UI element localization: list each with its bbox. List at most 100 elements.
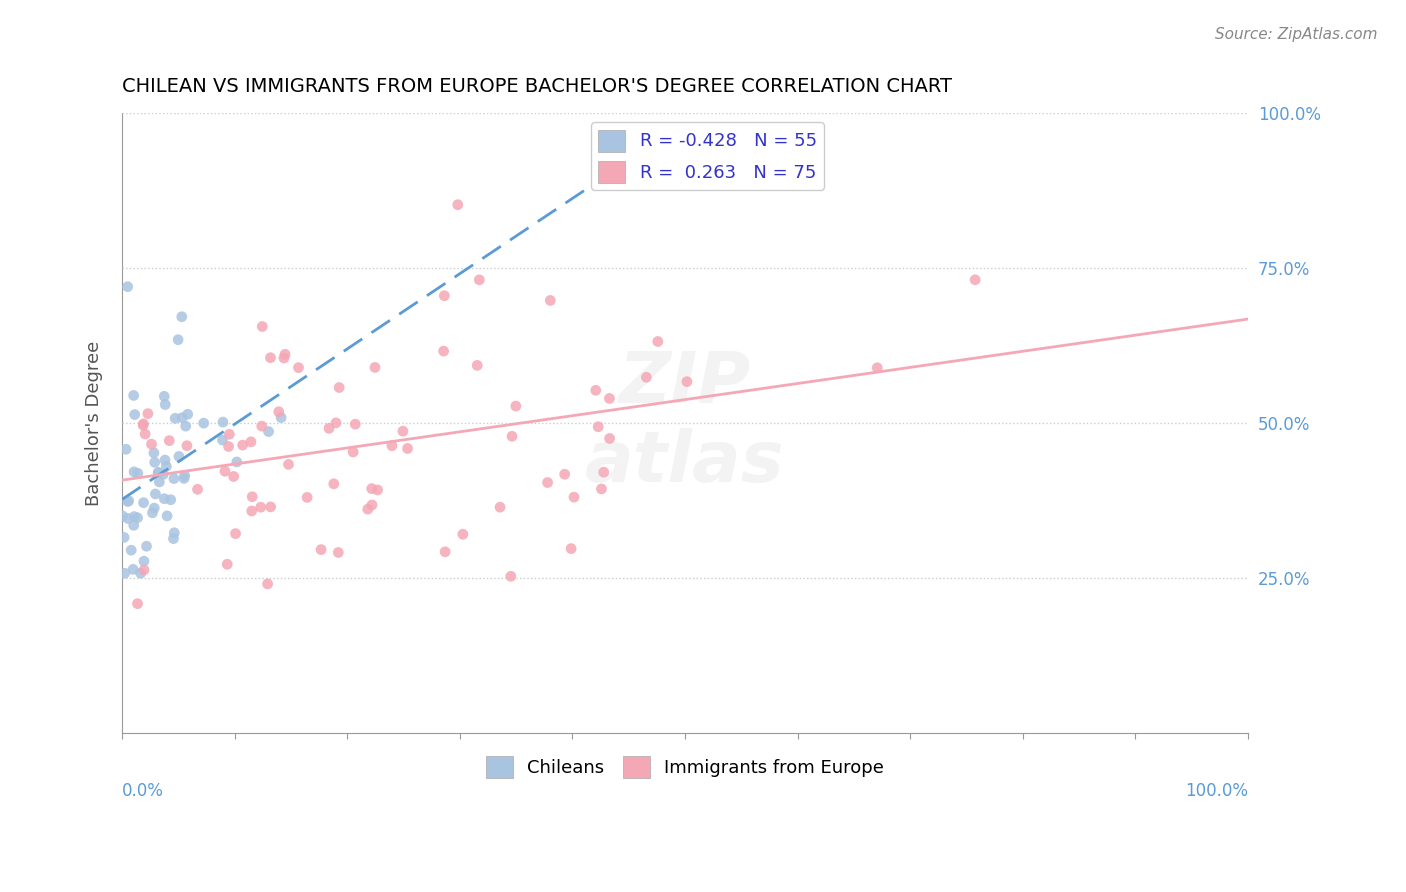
Point [117, 493, 139, 508]
Point [141, 506, 163, 520]
Point [173, 468, 195, 483]
Point [364, 360, 387, 375]
Point [367, 483, 389, 497]
Point [153, 398, 176, 412]
Point [153, 491, 176, 506]
Point [465, 359, 488, 373]
Point [273, 351, 295, 365]
Point [499, 569, 522, 583]
Point [132, 496, 155, 510]
Point [287, 360, 309, 375]
Point [134, 427, 156, 442]
Point [325, 416, 347, 430]
Point [344, 417, 367, 432]
Point [252, 319, 274, 334]
Point [157, 434, 180, 448]
Point [153, 389, 176, 403]
Point [361, 498, 384, 512]
Point [647, 334, 669, 349]
Point [676, 375, 699, 389]
Point [381, 439, 404, 453]
Point [115, 442, 138, 457]
Point [396, 442, 419, 456]
Point [122, 509, 145, 524]
Point [538, 293, 561, 308]
Point [274, 347, 297, 361]
Point [117, 494, 139, 508]
Point [112, 530, 135, 544]
Point [122, 562, 145, 576]
Point [447, 198, 470, 212]
Point [225, 455, 247, 469]
Point [328, 545, 350, 559]
Point [468, 273, 491, 287]
Point [120, 543, 142, 558]
Point [127, 510, 149, 524]
Legend: Chileans, Immigrants from Europe: Chileans, Immigrants from Europe [478, 749, 891, 786]
Point [122, 388, 145, 402]
Point [433, 344, 456, 359]
Point [240, 490, 263, 504]
Point [232, 438, 254, 452]
Point [328, 380, 350, 394]
Point [155, 459, 177, 474]
Point [309, 542, 332, 557]
Point [217, 558, 239, 572]
Point [392, 424, 415, 438]
Point [143, 455, 166, 469]
Point [585, 384, 607, 398]
Point [117, 279, 139, 293]
Point [148, 475, 170, 489]
Point [591, 482, 613, 496]
Point [259, 351, 281, 365]
Point [177, 407, 200, 421]
Point [122, 465, 145, 479]
Point [562, 490, 585, 504]
Point [318, 421, 340, 435]
Point [173, 471, 195, 485]
Point [111, 508, 134, 523]
Point [153, 453, 176, 467]
Point [143, 501, 166, 516]
Point [433, 288, 456, 302]
Text: 0.0%: 0.0% [122, 782, 165, 800]
Point [165, 411, 187, 425]
Point [163, 472, 186, 486]
Point [218, 427, 240, 442]
Point [163, 525, 186, 540]
Point [322, 476, 344, 491]
Point [186, 483, 208, 497]
Point [146, 466, 169, 480]
Point [114, 566, 136, 581]
Point [170, 310, 193, 324]
Point [257, 425, 280, 439]
Point [148, 466, 170, 480]
Point [132, 554, 155, 568]
Point [599, 432, 621, 446]
Point [193, 416, 215, 430]
Point [598, 392, 620, 406]
Point [357, 502, 380, 516]
Point [122, 518, 145, 533]
Point [259, 500, 281, 514]
Point [129, 566, 152, 581]
Point [451, 527, 474, 541]
Point [127, 467, 149, 481]
Point [214, 464, 236, 478]
Point [249, 500, 271, 515]
Point [211, 433, 233, 447]
Point [360, 482, 382, 496]
Point [505, 399, 527, 413]
Point [239, 434, 262, 449]
Point [267, 405, 290, 419]
Point [560, 541, 582, 556]
Point [342, 445, 364, 459]
Point [212, 415, 235, 429]
Point [162, 532, 184, 546]
Point [176, 439, 198, 453]
Point [127, 597, 149, 611]
Point [124, 408, 146, 422]
Text: CHILEAN VS IMMIGRANTS FROM EUROPE BACHELOR'S DEGREE CORRELATION CHART: CHILEAN VS IMMIGRANTS FROM EUROPE BACHEL… [122, 78, 952, 96]
Point [132, 563, 155, 577]
Point [489, 500, 512, 515]
